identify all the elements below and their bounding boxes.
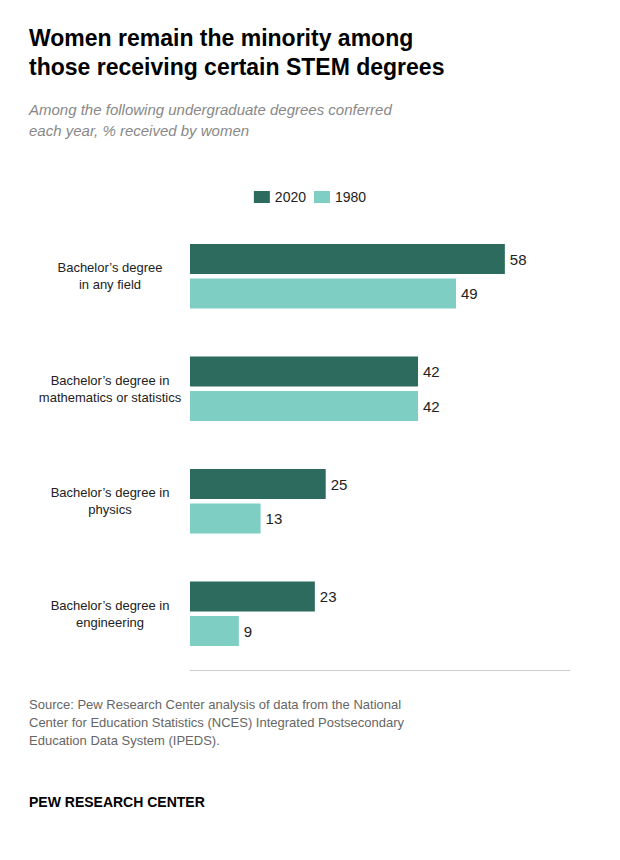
svg-text:physics: physics (88, 502, 132, 517)
svg-text:Center for Education Statistic: Center for Education Statistics (NCES) I… (29, 715, 405, 730)
svg-text:Bachelor’s degree in: Bachelor’s degree in (51, 485, 170, 500)
svg-text:58: 58 (510, 251, 527, 268)
svg-text:Bachelor’s degree in: Bachelor’s degree in (51, 373, 170, 388)
svg-text:Source: Pew Research Center an: Source: Pew Research Center analysis of … (29, 697, 401, 712)
svg-text:42: 42 (423, 398, 440, 415)
svg-text:Bachelor’s degree in: Bachelor’s degree in (51, 598, 170, 613)
svg-text:each year, % received by women: each year, % received by women (29, 122, 249, 139)
svg-text:23: 23 (320, 588, 337, 605)
svg-text:49: 49 (461, 285, 478, 302)
svg-text:in any field: in any field (79, 277, 141, 292)
svg-text:9: 9 (244, 623, 252, 640)
svg-text:Among the following undergradu: Among the following undergraduate degree… (28, 101, 392, 118)
svg-text:those receiving certain STEM d: those receiving certain STEM degrees (29, 54, 444, 80)
svg-text:42: 42 (423, 363, 440, 380)
svg-text:engineering: engineering (76, 615, 144, 630)
svg-text:Education Data System (IPEDS).: Education Data System (IPEDS). (29, 733, 220, 748)
svg-text:mathematics or statistics: mathematics or statistics (39, 390, 182, 405)
svg-text:PEW RESEARCH CENTER: PEW RESEARCH CENTER (29, 794, 205, 810)
svg-text:25: 25 (331, 476, 348, 493)
svg-text:Bachelor’s degree: Bachelor’s degree (57, 260, 162, 275)
svg-text:1980: 1980 (335, 189, 366, 205)
svg-text:2020: 2020 (275, 189, 306, 205)
svg-text:Women remain the minority amon: Women remain the minority among (29, 25, 413, 51)
svg-text:13: 13 (266, 510, 283, 527)
